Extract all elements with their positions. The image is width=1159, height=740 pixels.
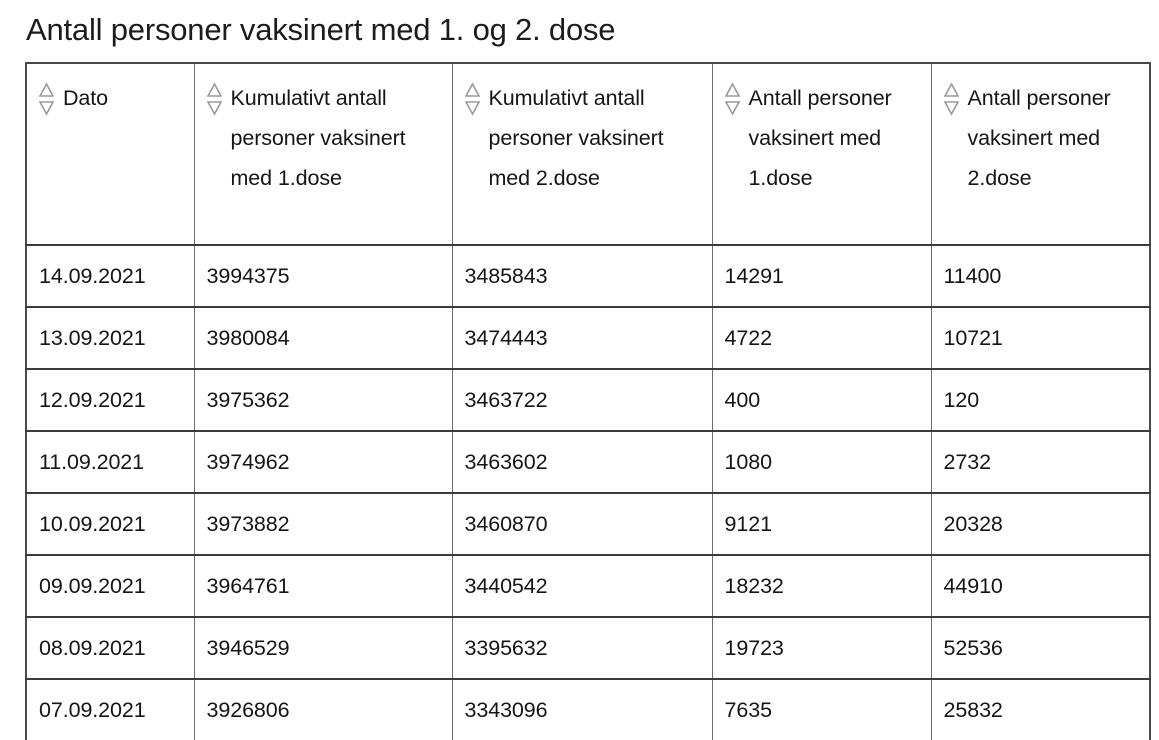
- table-container: Dato Kumulativt antall personer vaksinert…: [25, 62, 1151, 740]
- column-header-kum_2[interactable]: Kumulativt antall personer vaksinert med…: [452, 63, 713, 246]
- cell-ant_2: 10721: [931, 307, 1150, 370]
- cell-kum_2: 3440542: [452, 555, 713, 618]
- cell-ant_2: 2732: [931, 431, 1150, 494]
- column-header-label: Kumulativt antall personer vaksinert med…: [230, 86, 406, 190]
- cell-kum_1: 3975362: [194, 369, 453, 432]
- cell-kum_2: 3474443: [452, 307, 713, 370]
- table-row: 10.09.2021 3973882 3460870 9121 20328: [26, 493, 1150, 556]
- table-row: 07.09.2021 3926806 3343096 7635 25832: [26, 679, 1150, 740]
- column-header-inner: Antall personer vaksinert med 1.dose: [724, 78, 921, 198]
- cell-ant_2: 44910: [931, 555, 1150, 618]
- column-header-ant_2[interactable]: Antall personer vaksinert med 2.dose: [931, 63, 1150, 246]
- column-header-label: Kumulativt antall personer vaksinert med…: [488, 86, 664, 190]
- cell-ant_1: 7635: [712, 679, 932, 740]
- cell-ant_2: 20328: [931, 493, 1150, 556]
- column-header-ant_1[interactable]: Antall personer vaksinert med 1.dose: [712, 63, 932, 246]
- column-header-inner: Antall personer vaksinert med 2.dose: [943, 78, 1140, 198]
- column-header-label: Antall personer vaksinert med 1.dose: [748, 86, 892, 190]
- sort-updown-icon[interactable]: [206, 78, 222, 116]
- cell-ant_2: 52536: [931, 617, 1150, 680]
- cell-dato: 08.09.2021: [26, 617, 195, 680]
- cell-kum_1: 3964761: [194, 555, 453, 618]
- table-row: 08.09.2021 3946529 3395632 19723 52536: [26, 617, 1150, 680]
- cell-kum_2: 3463602: [452, 431, 713, 494]
- column-header-inner: Kumulativt antall personer vaksinert med…: [464, 78, 702, 198]
- cell-ant_1: 14291: [712, 245, 932, 308]
- table-header-row: Dato Kumulativt antall personer vaksinert…: [26, 63, 1150, 246]
- cell-ant_2: 11400: [931, 245, 1150, 308]
- table-row: 11.09.2021 3974962 3463602 1080 2732: [26, 431, 1150, 494]
- vaccination-data-table: Dato Kumulativt antall personer vaksinert…: [25, 62, 1151, 740]
- table-body: 14.09.2021 3994375 3485843 14291 11400 13.09.…: [26, 245, 1150, 740]
- column-header-kum_1[interactable]: Kumulativt antall personer vaksinert med…: [194, 63, 453, 246]
- cell-kum_2: 3395632: [452, 617, 713, 680]
- cell-ant_1: 1080: [712, 431, 932, 494]
- table-row: 12.09.2021 3975362 3463722 400 120: [26, 369, 1150, 432]
- cell-dato: 13.09.2021: [26, 307, 195, 370]
- cell-kum_1: 3974962: [194, 431, 453, 494]
- cell-dato: 07.09.2021: [26, 679, 195, 740]
- cell-kum_2: 3343096: [452, 679, 713, 740]
- cell-dato: 12.09.2021: [26, 369, 195, 432]
- cell-kum_1: 3946529: [194, 617, 453, 680]
- column-header-label: Antall personer vaksinert med 2.dose: [967, 86, 1111, 190]
- vaccination-table-page: Antall personer vaksinert med 1. og 2. d…: [25, 12, 1151, 740]
- cell-ant_1: 4722: [712, 307, 932, 370]
- column-header-inner: Kumulativt antall personer vaksinert med…: [206, 78, 442, 198]
- cell-dato: 09.09.2021: [26, 555, 195, 618]
- sort-updown-icon[interactable]: [39, 78, 54, 116]
- cell-kum_1: 3994375: [194, 245, 453, 308]
- cell-kum_1: 3973882: [194, 493, 453, 556]
- table-header: Dato Kumulativt antall personer vaksinert…: [26, 63, 1150, 246]
- cell-kum_2: 3485843: [452, 245, 713, 308]
- table-row: 09.09.2021 3964761 3440542 18232 44910: [26, 555, 1150, 618]
- cell-ant_1: 9121: [712, 493, 932, 556]
- cell-kum_1: 3980084: [194, 307, 453, 370]
- page-title: Antall personer vaksinert med 1. og 2. d…: [26, 12, 616, 47]
- cell-kum_1: 3926806: [194, 679, 453, 740]
- column-header-label: Dato: [63, 86, 109, 110]
- cell-ant_1: 400: [712, 369, 932, 432]
- cell-dato: 14.09.2021: [26, 245, 195, 308]
- cell-dato: 11.09.2021: [26, 431, 195, 494]
- cell-ant_2: 25832: [931, 679, 1150, 740]
- sort-updown-icon[interactable]: [724, 78, 740, 116]
- column-header-dato[interactable]: Dato: [26, 63, 195, 246]
- sort-updown-icon[interactable]: [464, 78, 480, 116]
- sort-updown-icon[interactable]: [943, 78, 959, 116]
- cell-ant_1: 18232: [712, 555, 932, 618]
- cell-ant_1: 19723: [712, 617, 932, 680]
- cell-dato: 10.09.2021: [26, 493, 195, 556]
- table-row: 14.09.2021 3994375 3485843 14291 11400: [26, 245, 1150, 308]
- column-header-inner: Dato: [39, 78, 184, 118]
- cell-ant_2: 120: [931, 369, 1150, 432]
- table-row: 13.09.2021 3980084 3474443 4722 10721: [26, 307, 1150, 370]
- cell-kum_2: 3463722: [452, 369, 713, 432]
- cell-kum_2: 3460870: [452, 493, 713, 556]
